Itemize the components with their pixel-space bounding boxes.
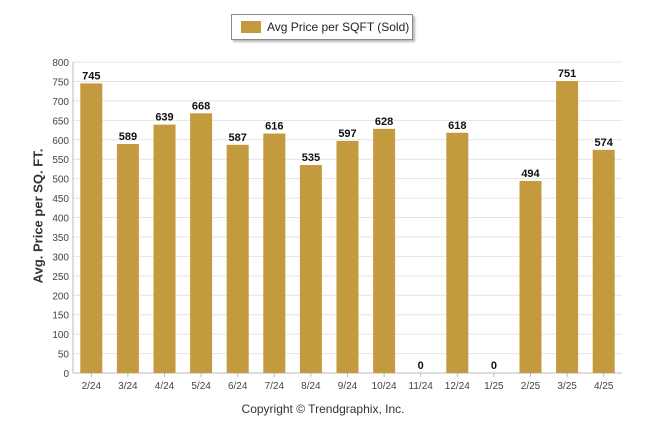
y-tick-label: 300 [52,252,69,263]
data-label: 587 [229,132,247,144]
data-label: 745 [82,70,100,82]
x-tick-label: 4/24 [155,381,175,392]
x-tick-label: 11/24 [409,381,434,392]
y-tick-label: 50 [58,350,70,361]
y-tick-label: 550 [52,155,69,166]
legend-swatch [241,21,261,33]
y-tick-label: 150 [52,311,69,322]
legend-label: Avg Price per SQFT (Sold) [267,20,410,34]
x-tick-label: 2/25 [521,381,541,392]
x-tick-label: 5/24 [191,381,211,392]
bar [263,133,286,373]
data-label: 616 [265,121,283,133]
x-tick-label: 9/24 [338,381,358,392]
y-tick-label: 700 [52,97,69,108]
y-tick-label: 800 [52,58,69,69]
data-label: 751 [558,68,576,80]
data-label: 494 [521,168,540,180]
x-tick-label: 2/24 [82,381,102,392]
y-tick-label: 400 [52,214,69,225]
data-label: 618 [448,120,466,132]
x-tick-label: 3/25 [557,381,577,392]
x-tick-label: 8/24 [301,381,321,392]
y-tick-label: 350 [52,233,69,244]
y-tick-label: 200 [52,291,69,302]
x-tick-label: 7/24 [265,381,285,392]
y-tick-label: 600 [52,136,69,147]
x-tick-label: 12/24 [445,381,470,392]
data-label: 574 [595,137,614,149]
bar [556,81,579,373]
bar [299,165,322,373]
bar [116,144,139,373]
data-label: 597 [338,128,356,140]
bar [519,180,542,373]
bar [226,144,249,373]
bar [153,124,176,374]
x-tick-label: 10/24 [372,381,397,392]
bar [446,132,469,373]
x-tick-label: 1/25 [484,381,504,392]
y-tick-label: 0 [63,369,69,380]
data-label: 589 [119,131,137,143]
bar [80,83,103,373]
y-tick-label: 650 [52,116,69,127]
y-tick-label: 250 [52,272,69,283]
x-tick-label: 3/24 [118,381,138,392]
bar [336,140,359,373]
y-tick-label: 450 [52,194,69,205]
bar [592,149,615,373]
data-label: 639 [155,112,173,124]
y-tick-label: 100 [52,330,69,341]
x-tick-label: 4/25 [594,381,614,392]
y-tick-label: 750 [52,77,69,88]
copyright-footer: Copyright © Trendgraphix, Inc. [241,402,405,416]
y-tick-label: 500 [52,175,69,186]
data-label: 535 [302,152,320,164]
x-tick-label: 6/24 [228,381,248,392]
bar [373,128,396,373]
data-label: 0 [418,360,424,372]
data-label: 628 [375,116,393,128]
bar [190,113,213,373]
chart-legend: Avg Price per SQFT (Sold) [231,14,413,40]
data-label: 0 [491,360,497,372]
data-label: 668 [192,100,210,112]
